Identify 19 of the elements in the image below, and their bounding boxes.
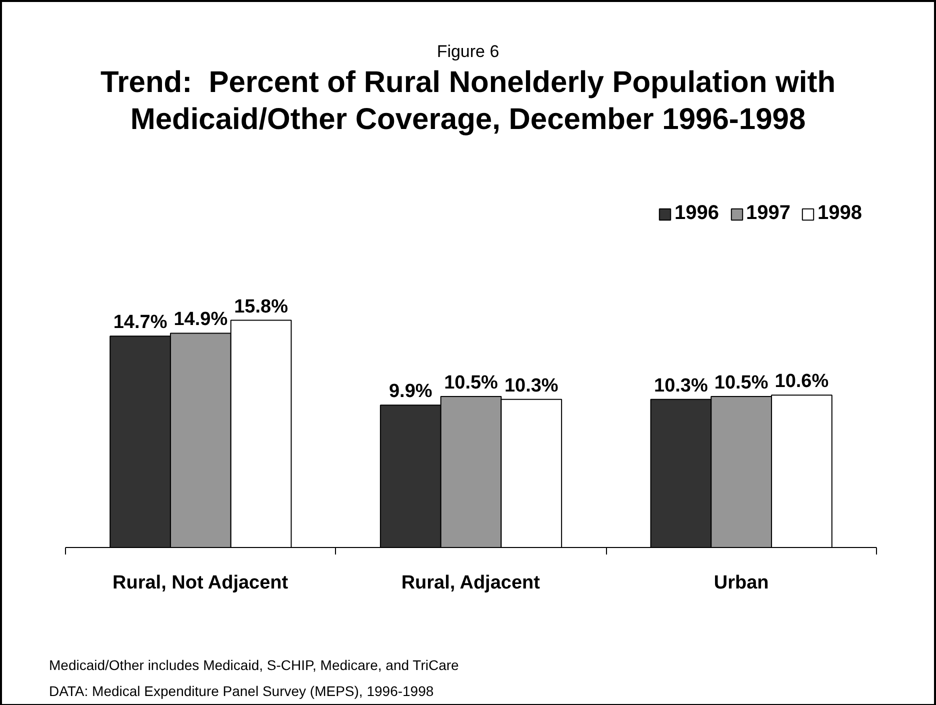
legend-label: 1996 (674, 202, 719, 225)
x-tick-label: Urban (714, 572, 769, 594)
x-tick-label: Rural, Not Adjacent (112, 572, 289, 594)
data-label: 10.5% (444, 372, 498, 394)
text: DATA: Medical Expenditure Panel Survey (MEPS), 1996-1998 (49, 682, 434, 701)
chart-subtitle: Figure 6 (436, 42, 500, 62)
data-label: 14.9% (174, 309, 228, 330)
data-label: 10.3% (504, 375, 558, 396)
text: Medicaid/Other includes Medicaid, S-CHIP, Medicare, and TriCare (49, 656, 459, 675)
legend-label: 1998 (818, 202, 862, 225)
x-tick-label: Rural, Adjacent (401, 572, 541, 594)
data-label: 10.6% (774, 371, 829, 392)
data-label: 10.3% (654, 375, 708, 396)
data-label: 14.7% (113, 312, 168, 334)
data-label: 15.8% (234, 296, 288, 318)
chart-title: Trend: Percent of Rural Nonelderly Population with Medicaid/Other Coverage, December 1996-1998 (99, 65, 837, 138)
data-label: 10.5% (714, 372, 768, 394)
legend-label: 1997 (746, 202, 790, 225)
data-label: 9.9% (388, 381, 432, 402)
